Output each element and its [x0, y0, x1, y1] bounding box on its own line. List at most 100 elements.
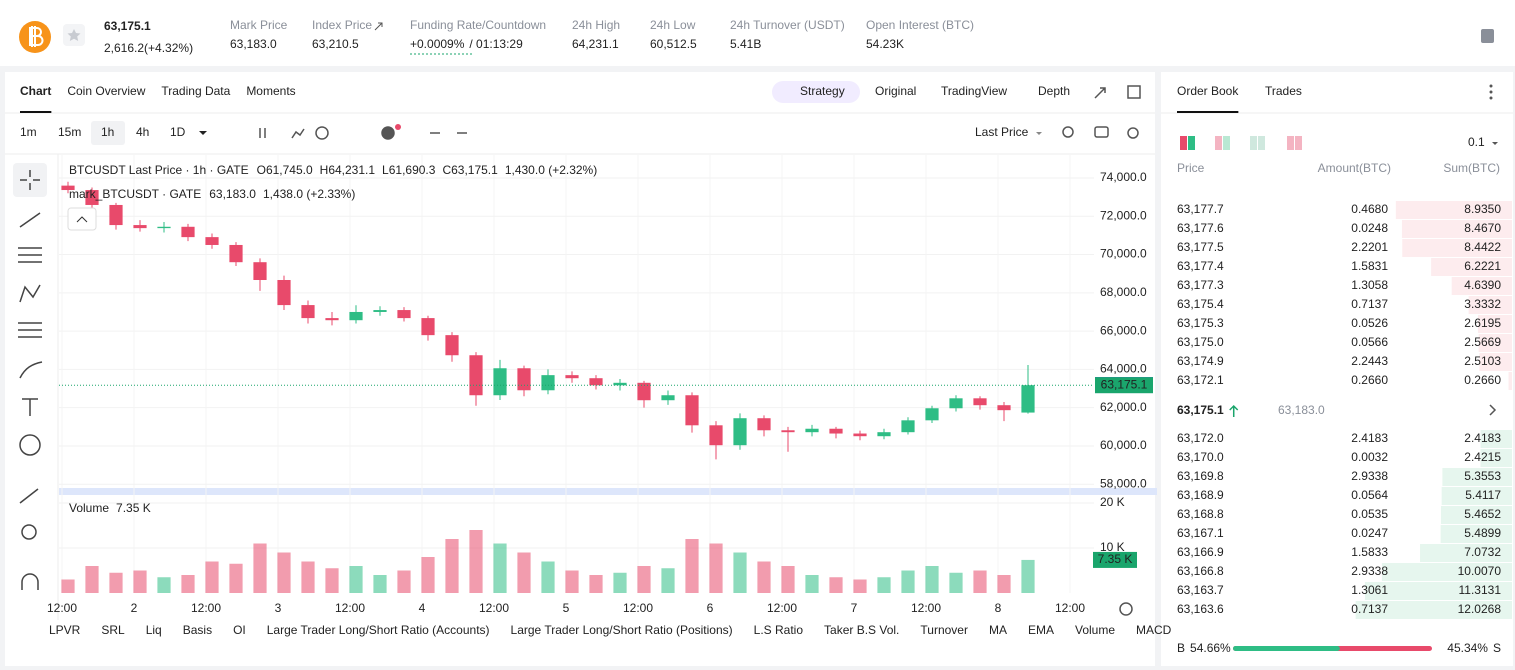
chevron[interactable] [1489, 404, 1497, 416]
indicator-tab[interactable]: OI [233, 623, 246, 637]
buy-ratio-label: 54.66% [1190, 641, 1231, 655]
chart-tab[interactable]: Coin Overview [67, 84, 145, 98]
search-icon[interactable] [1062, 126, 1074, 138]
expand-icon[interactable] [1094, 87, 1106, 99]
ob-price[interactable]: 63,163.7 [1177, 583, 1224, 597]
ob-price[interactable]: 63,175.0 [1177, 335, 1224, 349]
ob-price[interactable]: 63,175.3 [1177, 316, 1224, 330]
strategy-pill[interactable] [772, 81, 860, 103]
ob-price[interactable]: 63,177.7 [1177, 202, 1224, 216]
indicator-tab[interactable]: Large Trader Long/Short Ratio (Positions… [511, 623, 733, 637]
interval[interactable]: 15m [58, 125, 81, 139]
add-icon[interactable] [381, 126, 395, 140]
tool-ruler[interactable] [19, 488, 39, 504]
tool-emoji[interactable] [19, 434, 41, 456]
view-tab[interactable]: Original [875, 84, 916, 98]
layout-icon[interactable] [1188, 136, 1195, 150]
collapse-icon [76, 216, 88, 223]
indicator-tab[interactable]: Liq [146, 623, 162, 637]
ob-price[interactable]: 63,170.0 [1177, 450, 1224, 464]
tool-crosshair-bg[interactable] [13, 163, 47, 197]
tool-channel[interactable] [18, 247, 42, 263]
tool-text[interactable] [22, 398, 38, 416]
layout-icon[interactable] [1250, 136, 1257, 150]
indicator-tab[interactable]: LPVR [49, 623, 81, 637]
view-tab[interactable]: Strategy [800, 84, 845, 98]
dropdown-caret [1492, 142, 1498, 145]
candle-body [373, 310, 387, 312]
x-tick-label: 12:00 [911, 601, 941, 615]
x-tick-label: 4 [419, 601, 426, 615]
interval[interactable]: 1h [101, 125, 114, 139]
chart-tab[interactable]: Trading Data [161, 84, 230, 98]
pane-separator[interactable] [59, 488, 1157, 495]
x-tick-label: 12:00 [335, 601, 365, 615]
camera-icon[interactable] [1094, 126, 1109, 138]
drawing-toolbar [13, 163, 47, 590]
ob-price[interactable]: 63,167.1 [1177, 526, 1224, 540]
indicator-tab[interactable]: L.S Ratio [754, 623, 804, 637]
candle-body [469, 355, 483, 396]
depth-bar [1431, 258, 1512, 276]
layout-icon[interactable] [1295, 136, 1302, 150]
layout-icon[interactable] [1180, 136, 1187, 150]
interval[interactable]: 4h [136, 125, 149, 139]
indicator-tab[interactable]: Volume [1075, 623, 1115, 637]
ob-price[interactable]: 63,175.4 [1177, 297, 1224, 311]
ob-price[interactable]: 63,177.6 [1177, 221, 1224, 235]
precision[interactable]: 0.1 [1468, 135, 1485, 149]
layout-icon[interactable] [1258, 136, 1265, 150]
tool-pattern[interactable] [19, 284, 41, 303]
ob-price[interactable]: 63,166.9 [1177, 545, 1224, 559]
tool-brush[interactable] [19, 361, 43, 379]
view-tab[interactable]: Depth [1038, 84, 1070, 98]
layout-icon[interactable] [1223, 136, 1230, 150]
ob-price[interactable]: 63,163.6 [1177, 602, 1224, 616]
indicator-tab[interactable]: MACD [1136, 623, 1172, 637]
ob-price[interactable]: 63,172.1 [1177, 373, 1224, 387]
indicator-tab[interactable]: MA [989, 623, 1007, 637]
tool-fib[interactable] [18, 322, 42, 338]
ob-price[interactable]: 63,177.3 [1177, 278, 1224, 292]
interval-active[interactable] [91, 121, 125, 145]
tool-zoom[interactable] [21, 524, 37, 540]
layout-icon[interactable] [1127, 85, 1141, 99]
collapse-button[interactable] [67, 207, 97, 231]
indicator-tab[interactable]: Turnover [920, 623, 968, 637]
layout-icon[interactable] [1215, 136, 1222, 150]
layout-icon[interactable] [1287, 136, 1294, 150]
indicator-icon[interactable] [315, 126, 329, 140]
price-type[interactable]: Last Price [975, 125, 1029, 139]
settings-icon[interactable] [1119, 602, 1133, 616]
ob-price[interactable]: 63,168.9 [1177, 488, 1224, 502]
y-tick-label: 70,000.0 [1100, 247, 1147, 261]
tool-line[interactable] [19, 212, 41, 228]
ob-price[interactable]: 63,177.4 [1177, 259, 1224, 273]
indicator-tab[interactable]: Large Trader Long/Short Ratio (Accounts) [267, 623, 490, 637]
tool-magnet[interactable] [21, 573, 39, 590]
ob-price[interactable]: 63,172.0 [1177, 431, 1224, 445]
indicator-tab[interactable]: Basis [183, 623, 212, 637]
indicator-tab[interactable]: Taker B.S Vol. [824, 623, 899, 637]
ob-price[interactable]: 63,168.8 [1177, 507, 1224, 521]
ob-price[interactable]: 63,177.5 [1177, 240, 1224, 254]
ob-price[interactable]: 63,169.8 [1177, 469, 1224, 483]
ob-tab[interactable]: Order Book [1177, 84, 1239, 98]
settings-icon[interactable] [1127, 127, 1139, 139]
interval[interactable]: 1m [20, 125, 37, 139]
interval[interactable]: 1D [170, 125, 186, 139]
chart-tab[interactable]: Chart [20, 84, 51, 98]
candle-body [925, 408, 939, 421]
view-tab[interactable]: TradingView [941, 84, 1007, 98]
stat-value: 64,231.1 [572, 37, 619, 51]
ob-tab[interactable]: Trades [1265, 84, 1302, 98]
chart-tab[interactable]: Moments [246, 84, 295, 98]
book-icon[interactable] [1481, 29, 1494, 43]
tool-crosshair[interactable] [20, 170, 40, 190]
indicator-tab[interactable]: EMA [1028, 623, 1054, 637]
indicator-tab[interactable]: SRL [101, 623, 125, 637]
ob-price[interactable]: 63,174.9 [1177, 354, 1224, 368]
toolbar-icons[interactable] [259, 128, 467, 139]
ob-price[interactable]: 63,166.8 [1177, 564, 1224, 578]
